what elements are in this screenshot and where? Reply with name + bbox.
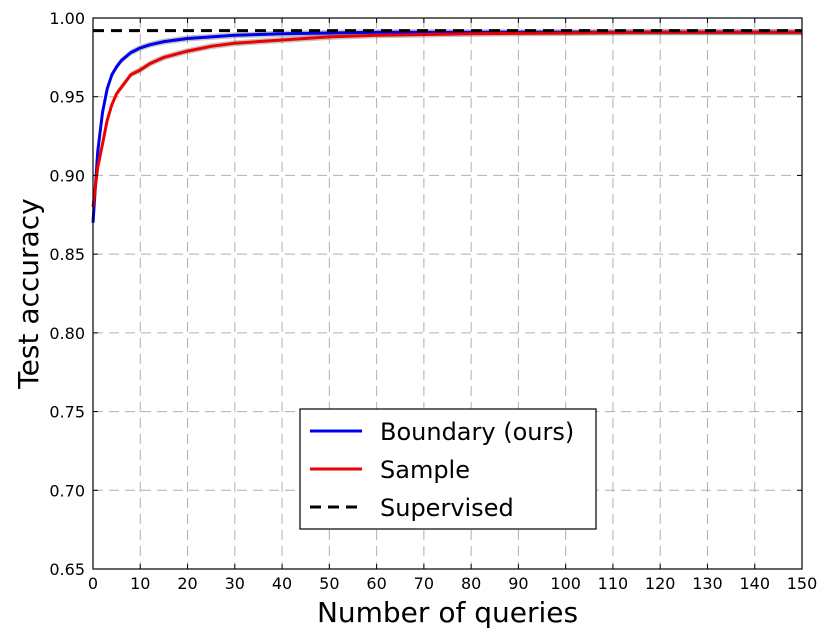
- y-tick-label: 0.85: [49, 245, 85, 264]
- y-tick-label: 1.00: [49, 9, 85, 28]
- plot-area-frame: [92, 17, 803, 570]
- legend-label-supervised: Supervised: [380, 494, 514, 522]
- y-axis-title: Test accuracy: [12, 198, 45, 389]
- legend-label-sample: Sample: [380, 456, 470, 484]
- y-tick-label: 0.80: [49, 324, 85, 343]
- series-band: [93, 29, 802, 210]
- x-tick-label: 40: [272, 574, 292, 593]
- y-tick-label: 0.90: [49, 166, 85, 185]
- x-tick-label: 120: [645, 574, 676, 593]
- y-tick-label: 0.65: [49, 560, 85, 579]
- y-tick-label: 0.75: [49, 403, 85, 422]
- x-tick-label: 130: [692, 574, 723, 593]
- series-line: [91, 30, 802, 223]
- x-tick-label: 0: [88, 574, 98, 593]
- series-lines: [91, 29, 802, 223]
- x-tick-label: 150: [787, 574, 818, 593]
- series-band: [93, 29, 802, 226]
- x-tick-label: 110: [598, 574, 629, 593]
- x-tick-label: 50: [319, 574, 339, 593]
- x-tick-label: 20: [177, 574, 197, 593]
- x-tick-label: 60: [366, 574, 386, 593]
- x-tick-label: 70: [414, 574, 434, 593]
- axis-ticks: [92, 17, 803, 570]
- y-tick-label: 0.95: [49, 88, 85, 107]
- legend: Boundary (ours) Sample Supervised: [299, 408, 597, 530]
- x-tick-label: 140: [739, 574, 770, 593]
- x-tick-labels: 0 10 20 30 40 50 60 70 80 90 100 110 120 130 140 150: [88, 574, 817, 593]
- x-tick-label: 10: [130, 574, 150, 593]
- y-tick-labels: 0.65 0.70 0.75 0.80 0.85 0.90 0.95 1.00: [49, 9, 85, 579]
- x-axis-title: Number of queries: [317, 596, 578, 629]
- x-tick-label: 80: [461, 574, 481, 593]
- legend-label-boundary: Boundary (ours): [380, 418, 574, 446]
- x-tick-label: 100: [550, 574, 581, 593]
- series-line: [91, 30, 802, 208]
- y-tick-label: 0.70: [49, 481, 85, 500]
- x-tick-label: 90: [508, 574, 528, 593]
- x-tick-label: 30: [225, 574, 245, 593]
- confidence-bands: [93, 29, 802, 226]
